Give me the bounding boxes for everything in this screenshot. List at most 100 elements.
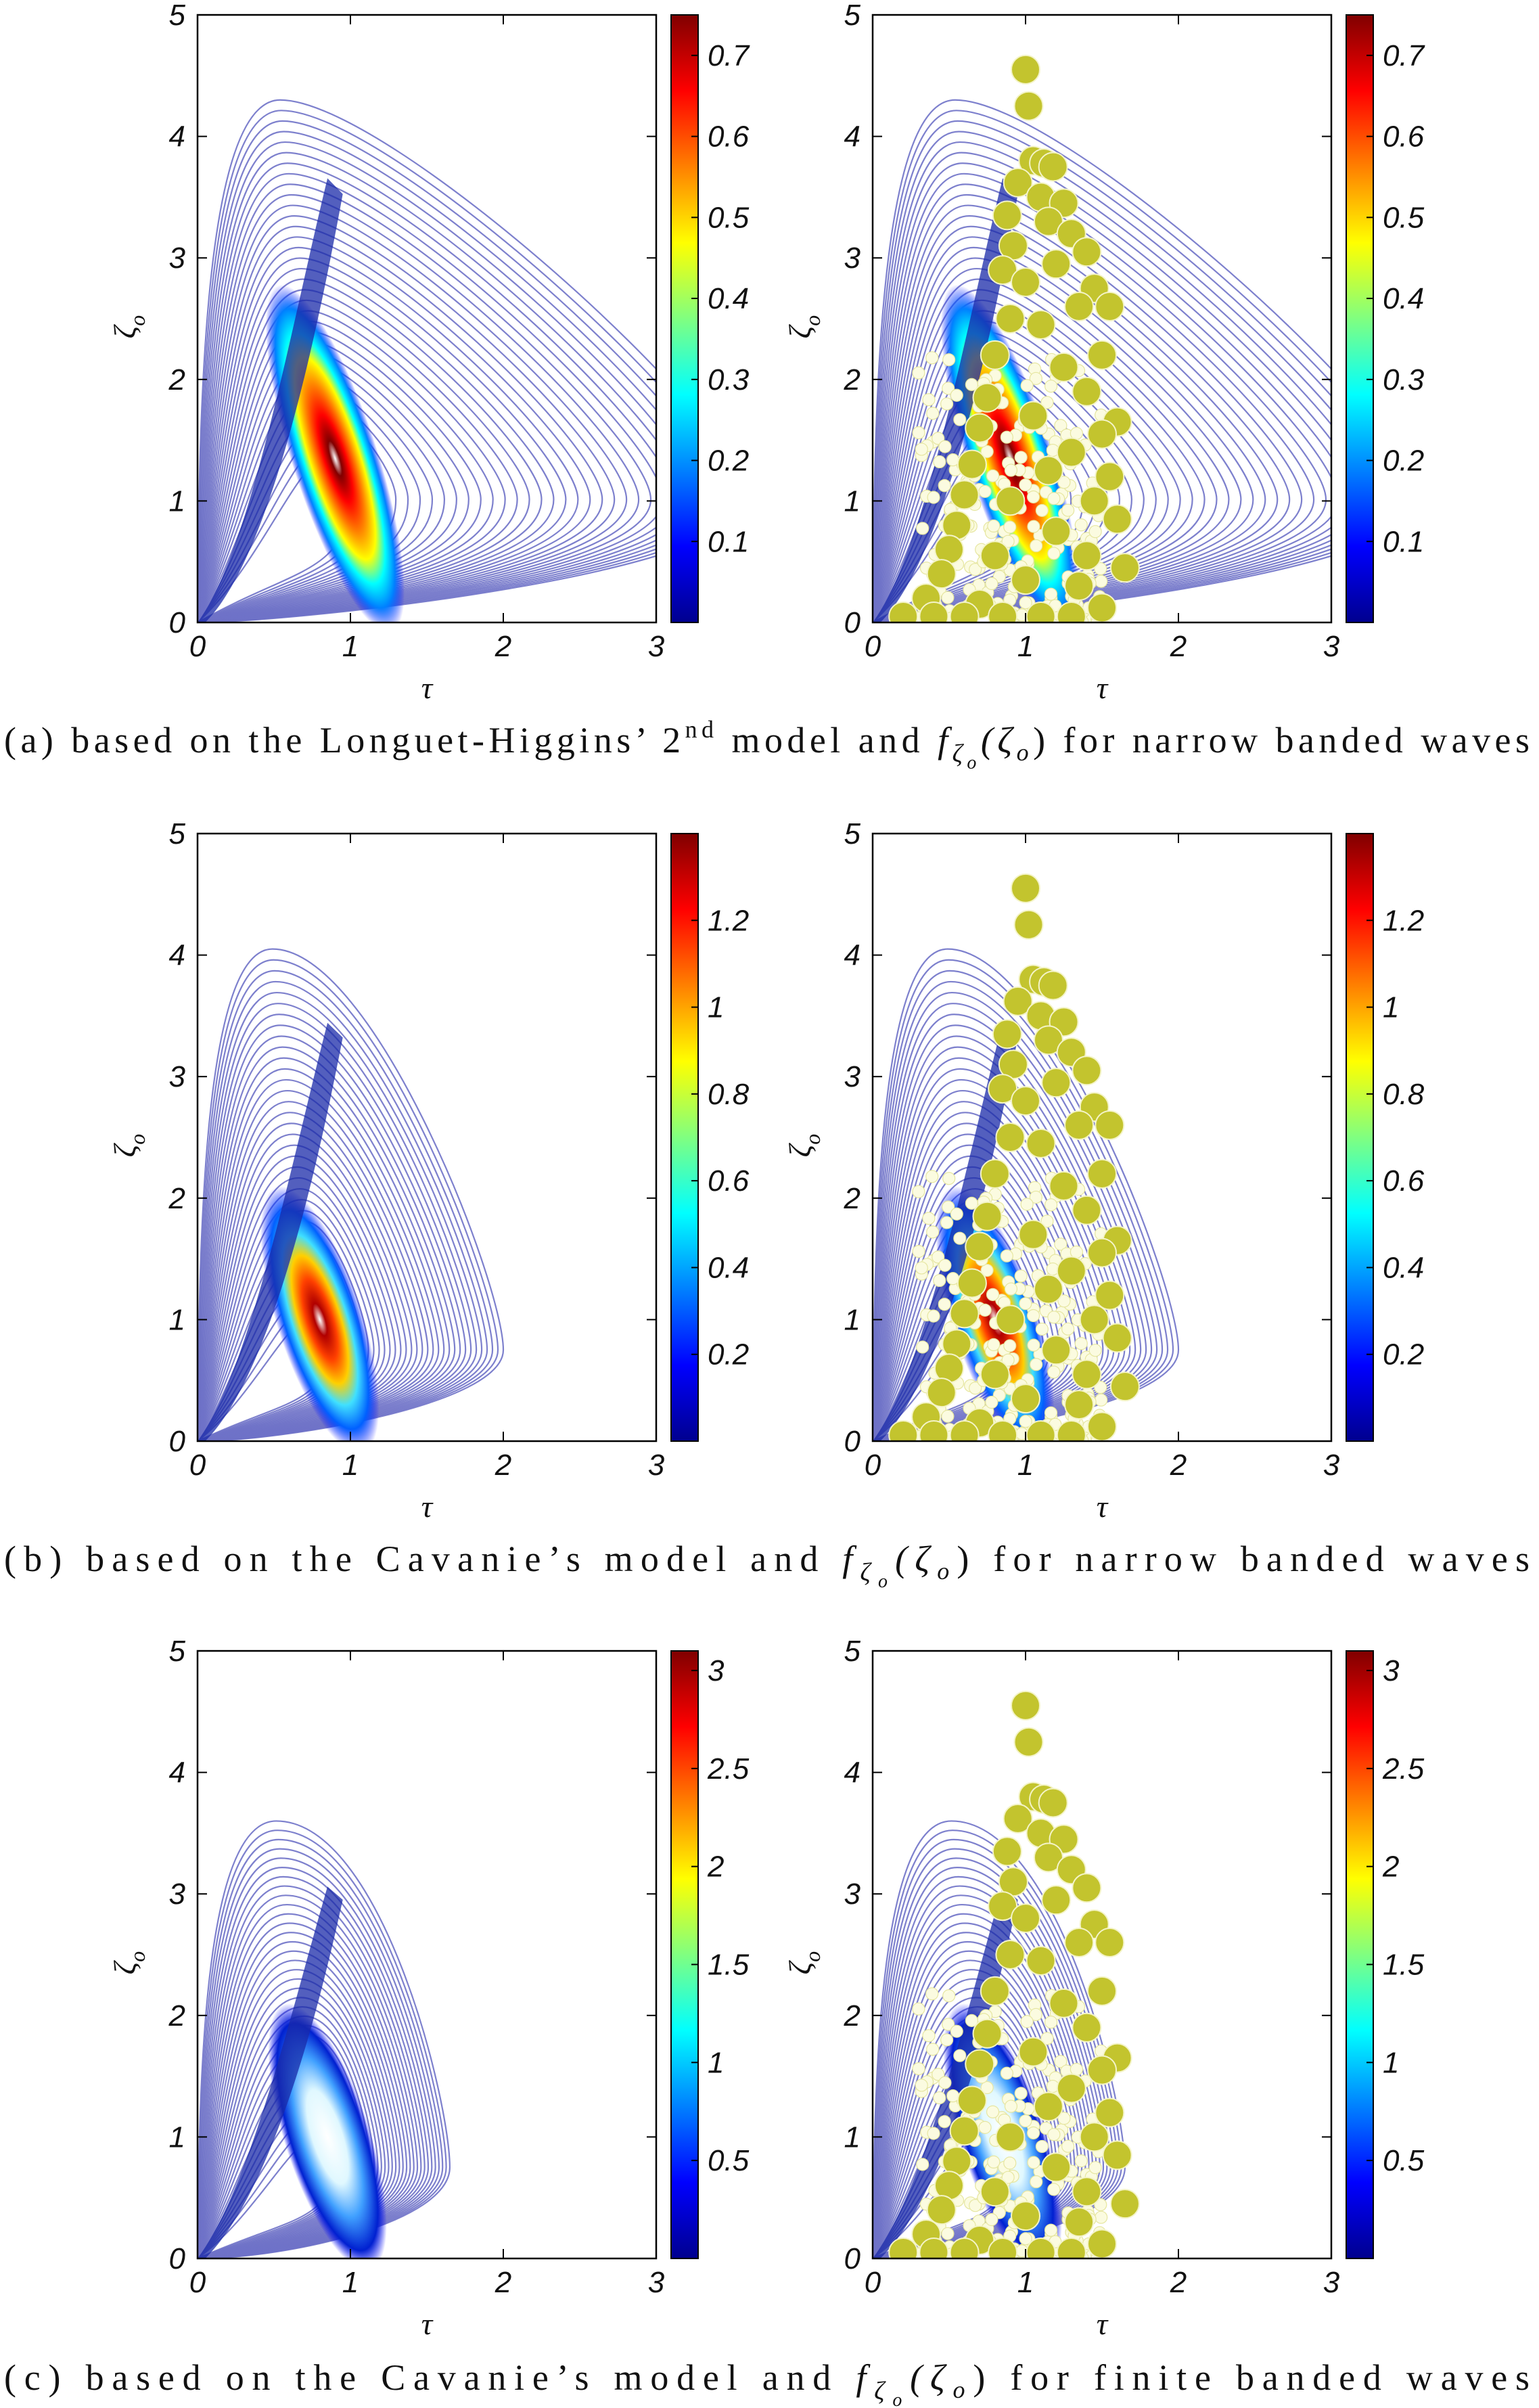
scatter-point: [942, 2018, 955, 2031]
y-tick-label: 0: [169, 1425, 186, 1458]
contour-line: [873, 183, 1327, 622]
scatter-point: [916, 1340, 929, 1354]
scatter-point: [1072, 2012, 1102, 2043]
scatter-point: [912, 366, 925, 380]
scatter-point: [1011, 1690, 1040, 1721]
scatter-point: [953, 1231, 967, 1245]
scatter-point: [1011, 54, 1040, 85]
scatter-point: [1014, 2087, 1028, 2100]
scatter-point: [1079, 1304, 1109, 1335]
scatter-point: [1047, 1311, 1061, 1324]
scatter-point: [1049, 1988, 1079, 2018]
scatter-point: [988, 255, 1018, 286]
x-axis-label: τ: [421, 671, 434, 705]
scatter-point: [1079, 486, 1109, 516]
y-tick-label: 0: [169, 606, 186, 639]
scatter-point: [942, 1200, 955, 1214]
scatter-point: [980, 1158, 1010, 1189]
contour-field: [198, 1820, 451, 2258]
y-tick-label: 1: [169, 2120, 185, 2154]
scatter-point: [1033, 2091, 1063, 2122]
scatter-point: [912, 2062, 925, 2076]
scatter-point: [980, 541, 1010, 571]
contour-line: [873, 194, 1315, 622]
scatter-point: [1020, 1198, 1034, 1211]
scatter-point: [1019, 1415, 1032, 1428]
colorbar-tick-label: 0.4: [1383, 1251, 1424, 1284]
scatter-point: [1095, 2210, 1108, 2224]
scatter-point: [1056, 2237, 1086, 2258]
scatter-point: [969, 1382, 982, 1395]
scatter-point: [926, 2195, 957, 2225]
contour-field: [873, 54, 1331, 622]
colorbar-tick-label: 0.4: [1383, 282, 1424, 315]
y-tick-label: 2: [844, 1182, 860, 1215]
scatter-series: [888, 873, 1140, 1441]
scatter-point: [1044, 1198, 1058, 1212]
x-tick-label: 3: [1323, 630, 1340, 663]
scatter-point: [1019, 596, 1032, 610]
scatter-point: [1074, 1337, 1088, 1350]
x-tick-label: 1: [342, 1449, 359, 1482]
panel-c-right: 0 1 2 3 0 1 2 3 4 5 τ ζo 0.5 1 1.5 2 2.5 3: [783, 1635, 1425, 2341]
scatter-point: [1011, 565, 1040, 595]
scatter-point: [980, 2177, 1010, 2207]
y-tick-label: 5: [844, 817, 861, 850]
colorbar-tick-label: 0.5: [708, 201, 750, 234]
x-tick-label: 3: [1323, 2266, 1340, 2299]
scatter-point: [912, 1185, 925, 1198]
scatter-point: [1030, 539, 1043, 553]
x-tick-label: 2: [495, 1449, 511, 1482]
colorbar-tick-label: 0.2: [1383, 445, 1424, 478]
scatter-point: [950, 1207, 963, 1221]
colorbar-tick-label: 2: [707, 1850, 724, 1884]
scatter-point: [949, 2237, 980, 2258]
scatter-point: [987, 519, 1001, 533]
y-tick-label: 2: [168, 363, 185, 396]
scatter-point: [1011, 267, 1040, 298]
colorbar: 0.1 0.2 0.3 0.4 0.5 0.6 0.7: [1346, 14, 1425, 623]
scatter-point: [1088, 2161, 1102, 2175]
contour-line: [198, 131, 656, 622]
scatter-point: [1102, 2140, 1132, 2171]
colorbar-tick-label: 0.8: [708, 1078, 750, 1111]
scatter-point: [1087, 1158, 1117, 1189]
colorbar-tick-label: 1.5: [1383, 1948, 1425, 1981]
contour-line: [198, 959, 499, 1441]
contour-line: [198, 215, 616, 622]
scatter-point: [1040, 1214, 1054, 1228]
scatter-point: [1026, 1420, 1056, 1441]
contour-line: [198, 1024, 467, 1441]
scatter-point: [1056, 1420, 1086, 1441]
scatter-point: [1000, 430, 1013, 444]
colorbar-tick-label: 0.2: [1383, 1338, 1424, 1371]
scatter-point: [1027, 2156, 1040, 2169]
scatter-point: [1026, 1309, 1040, 1323]
scatter-point: [1087, 2229, 1117, 2258]
x-tick-label: 1: [342, 2266, 359, 2299]
scatter-point: [1054, 1237, 1067, 1251]
scatter-point: [938, 479, 951, 493]
colorbar-tick-label: 0.5: [1383, 2144, 1425, 2177]
scatter-point: [1003, 520, 1017, 534]
y-tick-label: 3: [844, 242, 861, 275]
x-tick-label: 0: [189, 1449, 206, 1482]
y-tick-label: 4: [844, 1756, 860, 1790]
y-tick-label: 4: [169, 120, 185, 154]
scatter-point: [972, 382, 1003, 413]
y-axis-label: ζo: [783, 315, 825, 339]
scatter-point: [1064, 292, 1095, 322]
scatter-point: [1000, 2066, 1013, 2080]
scatter-point: [927, 491, 940, 504]
scatter-point: [938, 440, 952, 453]
scatter-point: [1072, 1359, 1102, 1390]
colorbar-tick-label: 0.1: [708, 525, 749, 558]
contour-line: [198, 120, 656, 622]
colorbar-tick-label: 0.3: [1383, 363, 1425, 396]
scatter-point: [1047, 547, 1061, 560]
scatter-point: [1047, 492, 1061, 505]
panel-a-right: 0 1 2 3 0 1 2 3 4 5 τ ζo 0.1 0.2 0.3 0.4 0.5 0.6 0.7: [783, 0, 1425, 705]
scatter-point: [912, 2002, 925, 2016]
